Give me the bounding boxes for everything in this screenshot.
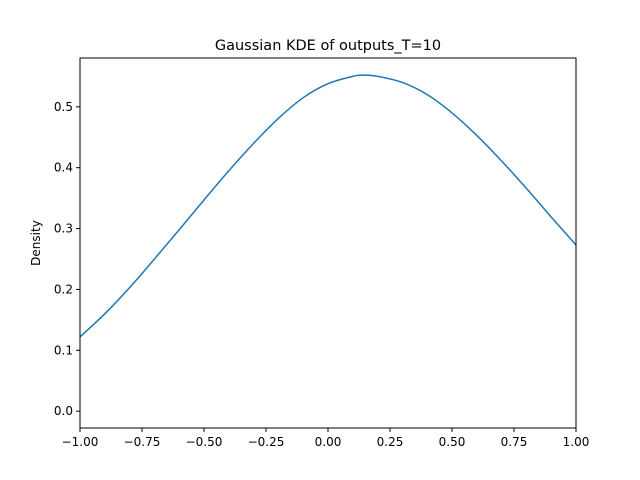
plot-area <box>80 58 576 428</box>
x-tick-label: −0.50 <box>186 435 223 449</box>
y-tick-label: 0.3 <box>54 222 73 236</box>
x-tick-label: 0.75 <box>501 435 528 449</box>
x-tick-label: 1.00 <box>563 435 590 449</box>
chart-title: Gaussian KDE of outputs_T=10 <box>215 38 441 54</box>
y-axis-ticks: 0.0 0.1 0.2 0.3 0.4 0.5 <box>54 100 80 418</box>
x-tick-label: −1.00 <box>62 435 99 449</box>
y-tick-label: 0.2 <box>54 282 73 296</box>
y-tick-label: 0.1 <box>54 343 73 357</box>
x-tick-label: 0.00 <box>315 435 342 449</box>
y-axis-label: Density <box>29 220 43 266</box>
y-tick-label: 0.0 <box>54 404 73 418</box>
x-axis-ticks: −1.00 −0.75 −0.50 −0.25 0.00 0.25 0.50 0.75 1.00 <box>62 428 590 449</box>
kde-density-line <box>79 74 577 338</box>
x-tick-label: −0.25 <box>248 435 285 449</box>
x-tick-label: 0.25 <box>377 435 404 449</box>
x-tick-label: −0.75 <box>124 435 161 449</box>
y-tick-label: 0.5 <box>54 100 73 114</box>
y-tick-label: 0.4 <box>54 161 73 175</box>
x-tick-label: 0.50 <box>439 435 466 449</box>
plot-frame <box>79 57 577 429</box>
